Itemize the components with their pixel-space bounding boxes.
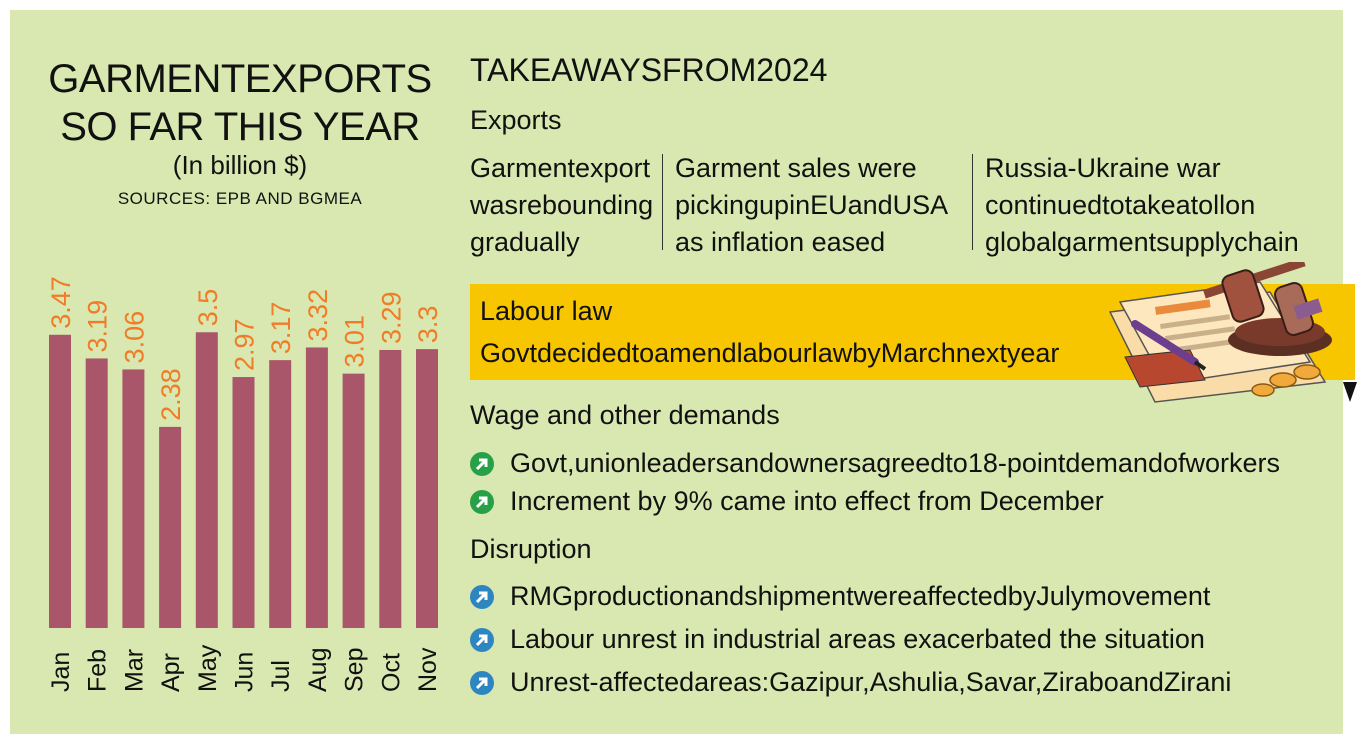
chart-title-line2: SO FAR THIS YEAR — [60, 105, 420, 149]
value-label: 3.19 — [83, 300, 113, 353]
pen-icon — [1131, 320, 1207, 371]
disruption-heading: Disruption — [470, 534, 592, 564]
green-arrow-icon — [470, 490, 494, 514]
exports-col1-line: Garmentexport — [470, 153, 651, 183]
bar-jun — [232, 377, 255, 628]
bar-jan — [49, 334, 71, 628]
category-label: Oct — [377, 653, 405, 692]
value-label: 3.5 — [193, 289, 223, 327]
value-label: 3.17 — [266, 302, 296, 355]
exports-column-3: Russia-Ukraine war continuedtotakeatollo… — [985, 150, 1299, 261]
exports-column-2: Garment sales were pickingupinEUandUSA a… — [675, 150, 948, 261]
disruption-item: Unrest-affectedareas:Gazipur,Ashulia,Sav… — [510, 667, 1232, 697]
bar-chart: 3.47 Jan 3.19 Feb 3.06 Mar 2.38 Apr 3.5 May 2.97 Ju… — [46, 276, 443, 692]
exports-column-1: Garmentexport wasrebounding gradually — [470, 150, 653, 261]
category-label: Feb — [84, 649, 112, 692]
labour-law-text: GovtdecidedtoamendlabourlawbyMarchnextye… — [480, 338, 1059, 369]
takeaways-heading: TAKEAWAYSFROM2024 — [470, 52, 828, 88]
value-label: 2.38 — [156, 368, 186, 421]
category-label: Nov — [414, 647, 442, 692]
value-label: 3.06 — [119, 311, 149, 364]
bar-aug — [305, 347, 328, 628]
chart-sources: SOURCES: EPB AND BGMEA — [117, 189, 363, 208]
category-label: May — [194, 644, 222, 692]
category-label: Sep — [341, 648, 369, 692]
bar-sep — [342, 373, 365, 628]
category-label: Jun — [231, 652, 259, 692]
exports-col1-line: wasrebounding — [470, 190, 654, 220]
wage-heading: Wage and other demands — [470, 400, 780, 430]
blue-arrow-icon — [470, 628, 494, 652]
exports-heading: Exports — [470, 105, 562, 135]
labour-law-text-main: Govtdecidedtoamendlabourlawby — [480, 338, 881, 368]
wage-item: Increment by 9% came into effect from De… — [510, 486, 1104, 516]
exports-col3-line: globalgarmentsupplychain — [985, 227, 1299, 257]
bar-oct — [379, 349, 402, 628]
wage-item: Govt,unionleadersandownersagreedto18-poi… — [510, 448, 1280, 478]
bar-nov — [416, 349, 438, 628]
bar-feb — [85, 358, 108, 628]
exports-col2-line: pickingupinEUandUSA — [675, 190, 949, 220]
exports-col3-line: Russia-Ukraine war — [985, 153, 1221, 183]
disruption-item: Labour unrest in industrial areas exacer… — [510, 624, 1205, 654]
bar-may — [195, 332, 218, 628]
chart-title-line1: GARMENTEXPORTS — [48, 57, 432, 101]
exports-col3-line: continuedtotakeatollon — [985, 190, 1256, 220]
value-label: 3.3 — [413, 306, 443, 344]
bar-jul — [269, 360, 292, 628]
labour-law-illustration — [1108, 262, 1357, 403]
category-label: Jul — [267, 660, 295, 692]
blue-arrow-icon — [470, 671, 494, 695]
exports-col2-line: as inflation eased — [675, 227, 886, 257]
exports-col2-line: Garment sales were — [675, 153, 917, 183]
column-divider — [662, 154, 663, 250]
bar-mar — [122, 369, 145, 628]
coins-icon — [1251, 364, 1321, 397]
value-label: 3.29 — [376, 291, 406, 344]
category-label: Mar — [120, 649, 148, 692]
disruption-item: RMGproductionandshipmentwereaffectedbyJu… — [510, 581, 1211, 611]
value-label: 3.01 — [340, 315, 370, 368]
exports-col1-line: gradually — [470, 227, 580, 257]
labour-law-heading: Labour law — [480, 296, 613, 326]
category-label: Apr — [157, 653, 185, 692]
bar-apr — [159, 426, 182, 628]
category-label: Jan — [47, 652, 75, 692]
chart-unit: (In billion $) — [172, 150, 308, 180]
category-label: Aug — [304, 648, 332, 692]
value-label: 3.47 — [46, 276, 76, 329]
column-divider — [972, 154, 973, 250]
labour-law-text-tail: Marchnextyear — [880, 338, 1060, 368]
green-arrow-icon — [470, 452, 494, 476]
blue-arrow-icon — [470, 585, 494, 609]
value-label: 2.97 — [230, 318, 260, 371]
gavel-icon — [1203, 262, 1332, 356]
value-label: 3.32 — [303, 289, 333, 342]
